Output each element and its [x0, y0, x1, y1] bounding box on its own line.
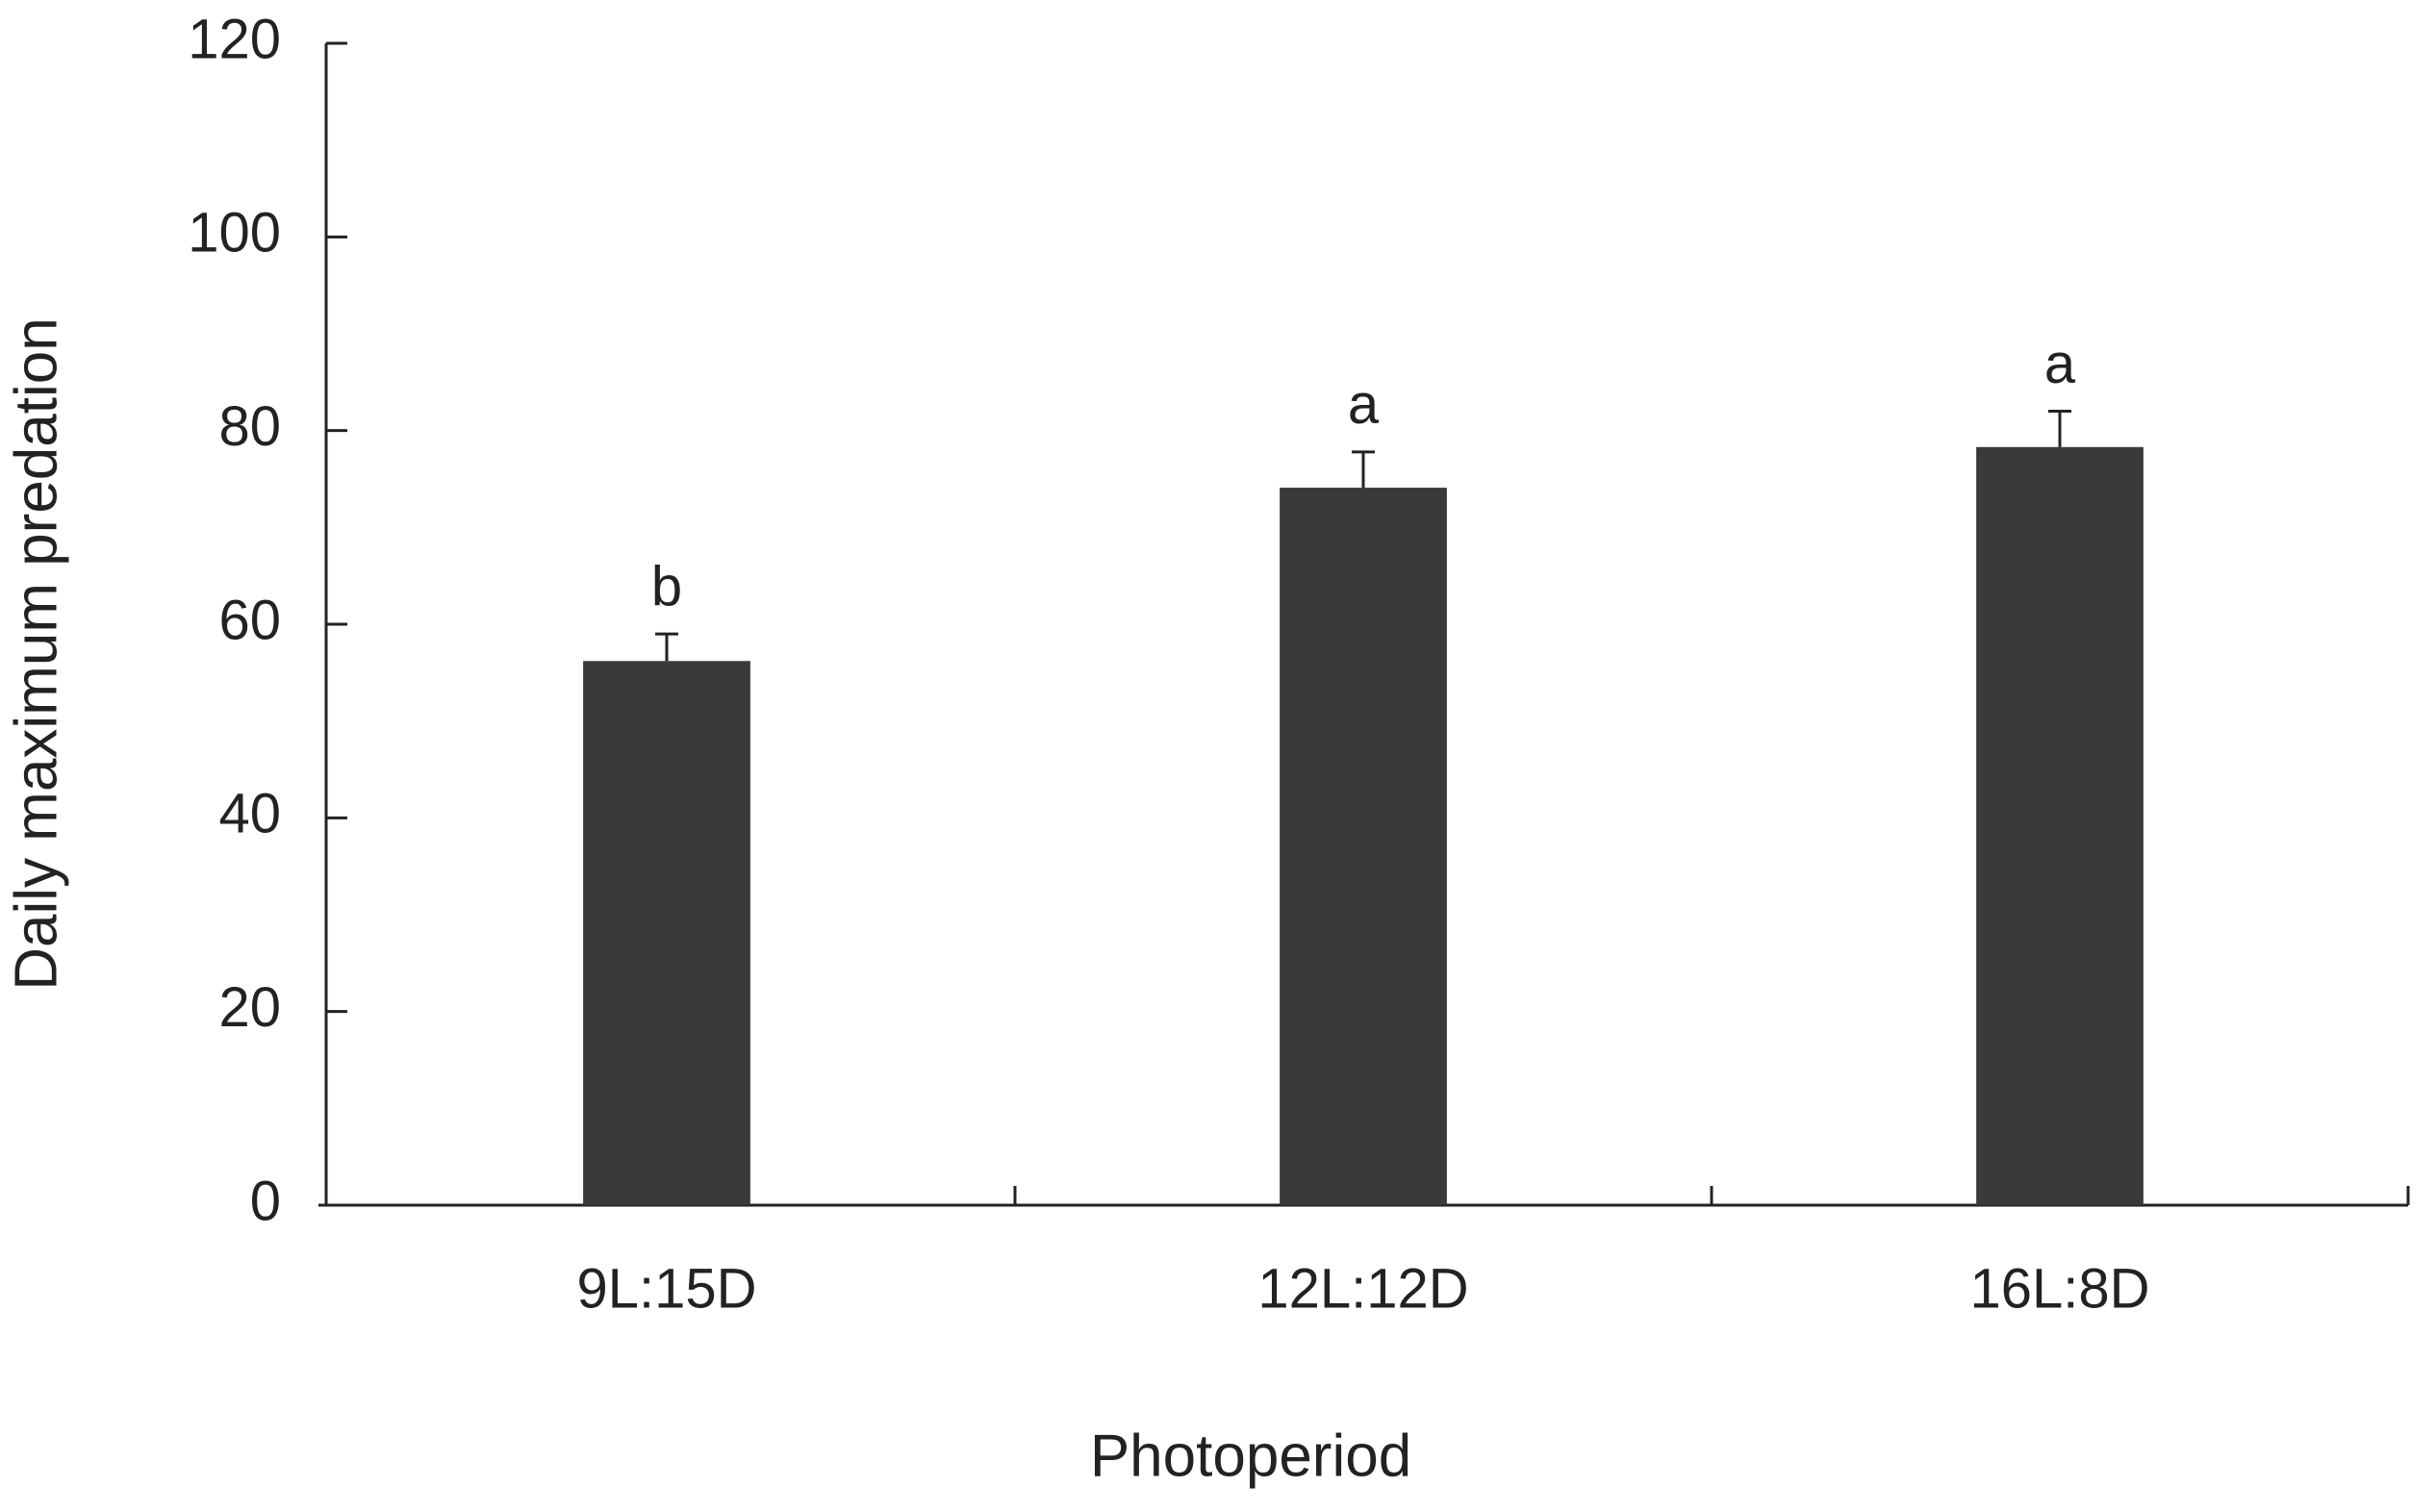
significance-letter: a: [1348, 373, 1380, 436]
significance-letter: a: [2044, 333, 2076, 395]
bar: [1280, 488, 1447, 1205]
x-tick-label: 12L:12D: [1257, 1257, 1468, 1320]
error-bar: [2048, 410, 2071, 447]
x-axis-title: Photoperiod: [1090, 1423, 1411, 1489]
bar: [583, 661, 750, 1205]
x-tick-label: 16L:8D: [1969, 1257, 2149, 1320]
error-bar: [655, 632, 678, 662]
x-tick-label: 9L:15D: [576, 1257, 756, 1320]
y-tick-label: 40: [218, 783, 281, 845]
bar: [1976, 446, 2144, 1205]
y-axis-title: Daily maximum predation: [3, 317, 69, 990]
error-bar: [1352, 450, 1375, 489]
y-tick-label: 100: [188, 202, 281, 265]
y-tick-label: 120: [188, 8, 281, 70]
significance-letter: b: [651, 555, 682, 617]
y-tick-label: 0: [250, 1170, 281, 1232]
y-tick-label: 60: [218, 589, 281, 651]
y-tick-label: 80: [218, 395, 281, 458]
y-tick-label: 20: [218, 976, 281, 1039]
